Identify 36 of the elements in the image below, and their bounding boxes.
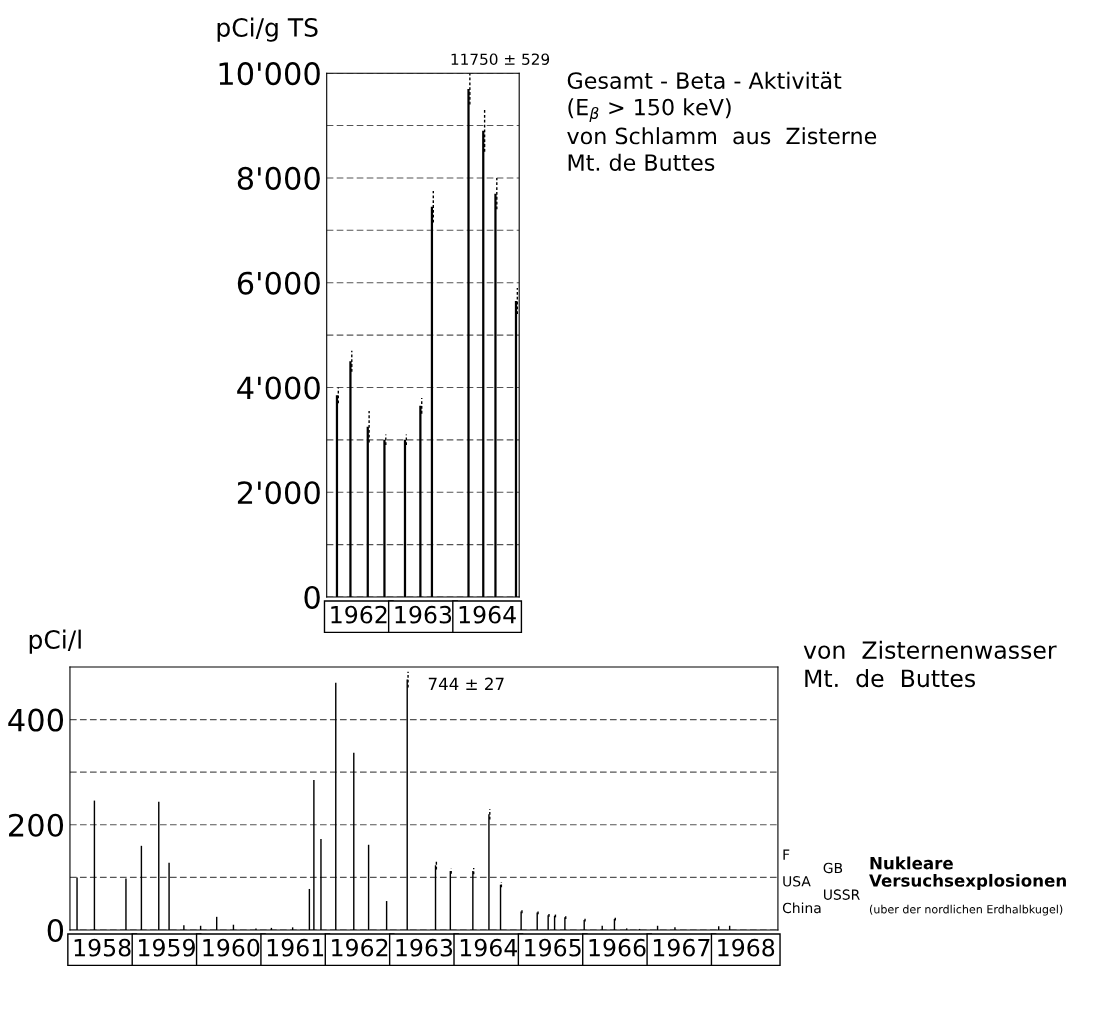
x-tick-label: 1967	[653, 938, 710, 957]
text: GB	[823, 862, 843, 874]
y-tick-label: 10'000	[219, 62, 320, 86]
x-tick-label: 1960	[203, 938, 260, 957]
x-tick-label: 1966	[589, 938, 646, 957]
y-axis-title: pCi/l	[29, 629, 81, 654]
text: USA	[783, 876, 811, 887]
annotation: 744 ± 27	[428, 677, 504, 690]
text: (uber der nordlichen Erdhalbkugel)	[869, 904, 1063, 916]
x-tick-label: 1964	[459, 605, 516, 624]
x-tick-label: 1961	[267, 938, 324, 957]
x-tick-label: 1959	[139, 938, 195, 957]
y-tick-label: 2'000	[237, 481, 320, 505]
x-tick-label: 1958	[74, 938, 131, 957]
y-tick-label: 0	[304, 585, 320, 609]
text: Gesamt - Beta - Aktivität (E$_{β}$ > 150 keV) von Schlamm aus Zisterne Mt. de Buttes	[567, 71, 877, 171]
x-tick-label: 1963	[395, 605, 452, 624]
y-tick-label: 4'000	[237, 376, 320, 400]
y-tick-label: 200	[9, 813, 64, 837]
x-tick-label: 1968	[718, 938, 775, 957]
y-tick-label: 400	[8, 708, 64, 732]
x-tick-label: 1965	[525, 938, 581, 957]
text: 11750 ± 529	[451, 53, 550, 65]
x-tick-label: 1962	[331, 605, 387, 624]
x-tick-label: 1964	[460, 938, 518, 957]
x-tick-label: 1963	[396, 938, 453, 957]
y-tick-label: 8'000	[237, 166, 320, 190]
y-tick-label: 0	[47, 918, 64, 943]
text: USSR	[824, 889, 860, 900]
y-tick-label: 6'000	[237, 271, 320, 295]
text: Nukleare Versuchsexplosionen	[869, 856, 1066, 891]
y-axis-title: pCi/g TS	[217, 17, 318, 42]
text: F	[783, 849, 790, 860]
x-tick-label: 1962	[332, 938, 388, 957]
text: China	[782, 902, 821, 914]
text: von Zisternenwasser Mt. de Buttes	[803, 640, 1057, 688]
